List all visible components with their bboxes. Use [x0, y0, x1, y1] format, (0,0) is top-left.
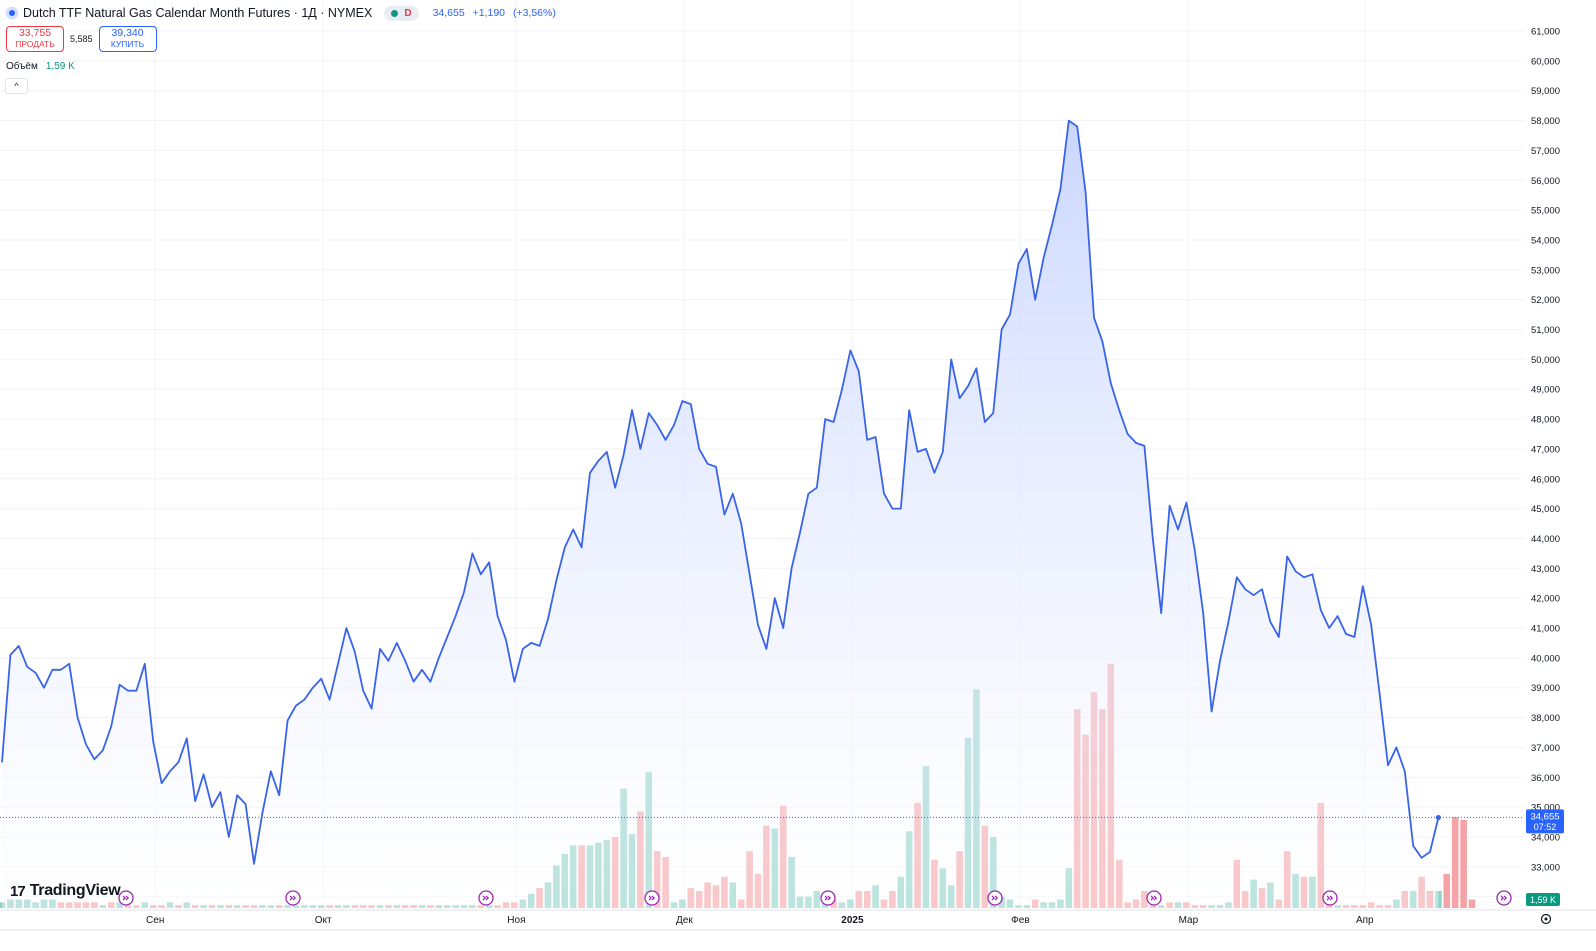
- x-tick-label: Ноя: [507, 915, 525, 926]
- y-tick-label: 55,000: [1531, 206, 1560, 217]
- price-line: [1, 119, 1440, 865]
- x-tick-label: 2025: [841, 915, 864, 926]
- y-tick-label: 38,000: [1531, 713, 1560, 724]
- event-marker-chevrons: [1150, 895, 1158, 901]
- y-tick-label: 41,000: [1531, 624, 1560, 635]
- price-axis-label: 34,655: [1530, 811, 1559, 822]
- volume-axis-label: 1,59 K: [1530, 895, 1556, 905]
- price-countdown-label: 07:52: [1534, 822, 1557, 832]
- event-marker-chevrons: [1326, 895, 1334, 901]
- legend-title-row: Dutch TTF Natural Gas Calendar Month Fut…: [6, 4, 561, 22]
- gear-ring: [1540, 913, 1552, 925]
- last-price-point: [1435, 815, 1441, 821]
- volume-bar: [1468, 899, 1476, 908]
- y-tick-label: 59,000: [1531, 86, 1560, 97]
- volume-axis-label-bg: [1526, 893, 1560, 906]
- volume-legend-value: 1,59 K: [45, 60, 75, 72]
- x-tick-label: Окт: [315, 915, 332, 926]
- y-tick-label: 57,000: [1531, 146, 1560, 157]
- event-marker-chevrons: [991, 895, 999, 901]
- y-tick-label: 39,000: [1531, 683, 1560, 694]
- y-tick-label: 33,000: [1531, 862, 1560, 873]
- settings-gear-icon[interactable]: [1540, 913, 1552, 925]
- event-marker-chevrons: [648, 895, 656, 901]
- y-tick-label: 54,000: [1531, 235, 1560, 246]
- y-tick-label: 52,000: [1531, 295, 1560, 306]
- y-tick-label: 44,000: [1531, 534, 1560, 545]
- price-area-fill: [2, 120, 1439, 909]
- y-tick-label: 49,000: [1531, 385, 1560, 396]
- event-marker-chevrons: [122, 895, 130, 901]
- sell-label: ПРОДАТЬ: [15, 39, 55, 49]
- sell-price: 33,755: [18, 27, 52, 39]
- y-tick-label: 53,000: [1531, 265, 1560, 276]
- buy-button[interactable]: 39,340 КУПИТЬ: [98, 26, 157, 52]
- tradingview-logo-text: TradingView: [29, 882, 121, 899]
- price-axis-label-bg: [1526, 809, 1564, 834]
- y-tick-label: 42,000: [1531, 594, 1560, 605]
- y-tick-label: 46,000: [1531, 474, 1560, 485]
- y-tick-label: 47,000: [1531, 444, 1560, 455]
- x-tick-label: Сен: [146, 915, 164, 926]
- price-info: 34,655 +1,190 (+3,56%): [433, 7, 561, 19]
- x-tick-label: Мар: [1179, 915, 1199, 926]
- market-status-pill[interactable]: D: [384, 5, 419, 21]
- sell-button[interactable]: 33,755 ПРОДАТЬ: [6, 26, 64, 52]
- gear-center: [1544, 917, 1548, 921]
- y-tick-label: 51,000: [1531, 325, 1560, 336]
- x-tick-label: Дек: [676, 915, 693, 926]
- y-tick-label: 56,000: [1531, 176, 1560, 187]
- tradingview-logo-mark: 17: [10, 882, 26, 900]
- y-tick-label: 50,000: [1531, 355, 1560, 366]
- x-tick-label: Фев: [1011, 915, 1029, 926]
- volume-bar: [1460, 819, 1467, 908]
- buy-label: КУПИТЬ: [110, 39, 145, 49]
- x-tick-label: Апр: [1356, 915, 1374, 926]
- symbol-logo-icon[interactable]: [6, 7, 18, 19]
- symbol-title[interactable]: Dutch TTF Natural Gas Calendar Month Fut…: [23, 6, 373, 20]
- market-status-dot-icon: [391, 9, 399, 17]
- chevron-up-icon: ^: [14, 81, 19, 91]
- volume-bar: [1451, 817, 1459, 908]
- y-tick-label: 45,000: [1531, 504, 1560, 515]
- y-tick-label: 40,000: [1531, 653, 1560, 664]
- y-tick-label: 58,000: [1531, 116, 1560, 127]
- y-tick-label: 48,000: [1531, 415, 1560, 426]
- spread-value: 5,585: [70, 34, 93, 44]
- buy-price: 39,340: [111, 27, 144, 39]
- y-tick-label: 36,000: [1531, 773, 1560, 784]
- collapse-legend-button[interactable]: ^: [5, 78, 28, 94]
- last-price: 34,655: [432, 7, 465, 19]
- price-change: +1,190: [472, 7, 506, 19]
- y-tick-label: 37,000: [1531, 743, 1560, 754]
- event-marker-chevrons: [1500, 895, 1508, 901]
- data-status-letter: D: [404, 7, 412, 19]
- event-marker-chevrons: [482, 895, 490, 901]
- trade-buttons-row: 33,755 ПРОДАТЬ 5,585 39,340 КУПИТЬ: [6, 26, 157, 52]
- y-tick-label: 34,000: [1531, 832, 1560, 843]
- y-tick-label: 61,000: [1531, 27, 1560, 38]
- event-marker-chevrons: [289, 895, 297, 901]
- y-tick-label: 35,000: [1531, 803, 1560, 814]
- volume-legend-row[interactable]: Объём 1,59 K: [6, 60, 75, 72]
- event-marker-chevrons: [824, 895, 832, 901]
- volume-bar: [1443, 873, 1451, 908]
- price-change-pct: (+3,56%): [512, 7, 556, 19]
- y-tick-label: 60,000: [1531, 56, 1560, 67]
- y-tick-label: 43,000: [1531, 564, 1560, 575]
- volume-legend-label: Объём: [6, 60, 38, 72]
- tradingview-logo[interactable]: 17 TradingView: [10, 882, 121, 900]
